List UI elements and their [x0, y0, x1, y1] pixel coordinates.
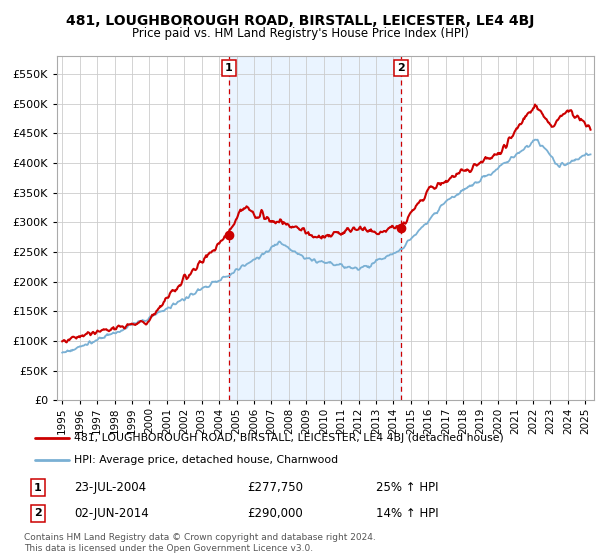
Bar	[229, 56, 401, 400]
Text: Price paid vs. HM Land Registry's House Price Index (HPI): Price paid vs. HM Land Registry's House …	[131, 27, 469, 40]
Text: 481, LOUGHBOROUGH ROAD, BIRSTALL, LEICESTER, LE4 4BJ (detached house): 481, LOUGHBOROUGH ROAD, BIRSTALL, LEICES…	[74, 433, 504, 444]
Text: 23-JUL-2004: 23-JUL-2004	[74, 481, 146, 494]
Text: 25% ↑ HPI: 25% ↑ HPI	[376, 481, 438, 494]
Text: £277,750: £277,750	[247, 481, 303, 494]
Text: Contains HM Land Registry data © Crown copyright and database right 2024.
This d: Contains HM Land Registry data © Crown c…	[24, 533, 376, 553]
Text: 1: 1	[225, 63, 233, 73]
Text: 2: 2	[34, 508, 42, 518]
Text: 02-JUN-2014: 02-JUN-2014	[74, 507, 149, 520]
Text: 14% ↑ HPI: 14% ↑ HPI	[376, 507, 438, 520]
Text: 2: 2	[397, 63, 404, 73]
Text: HPI: Average price, detached house, Charnwood: HPI: Average price, detached house, Char…	[74, 455, 338, 465]
Text: 1: 1	[34, 483, 42, 493]
Text: 481, LOUGHBOROUGH ROAD, BIRSTALL, LEICESTER, LE4 4BJ: 481, LOUGHBOROUGH ROAD, BIRSTALL, LEICES…	[66, 14, 534, 28]
Text: £290,000: £290,000	[247, 507, 303, 520]
